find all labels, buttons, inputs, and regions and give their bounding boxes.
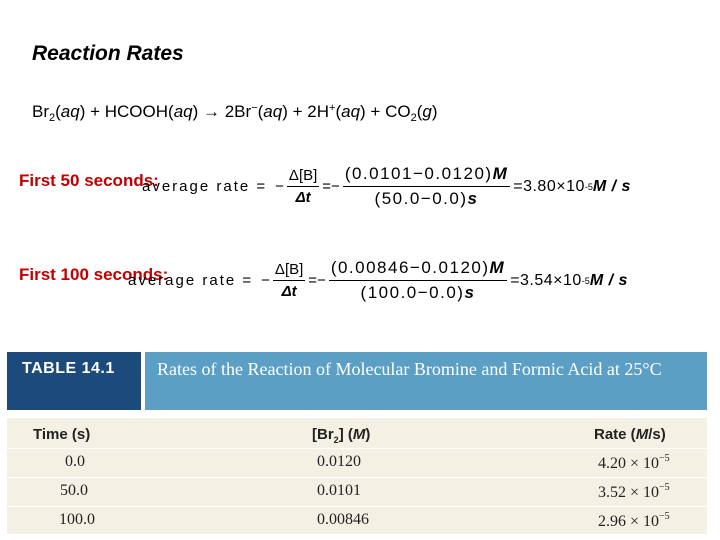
reaction-segment: 2 xyxy=(49,112,56,124)
result: =3.80×10 xyxy=(513,177,585,195)
reaction-segment: Br xyxy=(32,102,49,121)
header-br2: [Br2] (M) xyxy=(312,426,371,445)
rate-equation-50: average rate = − Δ[B] Δt =− (0.0101−0.012… xyxy=(142,164,631,209)
cell-br2: 0.00846 xyxy=(317,511,369,528)
data-table: Time (s) [Br2] (M) Rate (M/s) 0.0 0.0120… xyxy=(7,418,707,534)
value-fraction: (0.0101−0.0120)M (50.0−0.0)s xyxy=(342,164,511,209)
reaction-equation: Br2(aq) + HCOOH(aq) → 2Br−(aq) + 2H+(aq)… xyxy=(32,102,438,124)
table-row: 50.0 0.0101 3.52 × 10−5 xyxy=(7,477,707,506)
rate-equation-100: average rate = − Δ[B] Δt =− (0.00846−0.01… xyxy=(128,258,628,303)
table-caption: Rates of the Reaction of Molecular Bromi… xyxy=(157,359,662,379)
exponent: -5 xyxy=(581,275,590,286)
reaction-segment: ) xyxy=(431,102,438,121)
table-number: TABLE 14.1 xyxy=(22,360,115,377)
reaction-segment: aq xyxy=(60,102,80,121)
cell-time: 100.0 xyxy=(59,511,95,528)
result-unit: M / s xyxy=(589,271,628,289)
reaction-segment: aq xyxy=(341,102,361,121)
delta-fraction: Δ[B] Δt xyxy=(286,167,320,206)
reaction-segment: ) → 2Br xyxy=(192,102,252,121)
prefix: average rate = xyxy=(128,272,254,289)
slide-title: Reaction Rates xyxy=(32,42,184,65)
result: =3.54×10 xyxy=(510,271,582,289)
reaction-segment: aq xyxy=(263,102,283,121)
unit: M xyxy=(489,258,506,277)
minus: − xyxy=(261,272,270,289)
reaction-segment: ) + 2H xyxy=(282,102,329,121)
header-rate: Rate (M/s) xyxy=(594,426,666,443)
numerator: Δ[B] xyxy=(272,261,306,281)
value-fraction: (0.00846−0.0120)M (100.0−0.0)s xyxy=(328,258,508,303)
cell-br2: 0.0101 xyxy=(317,482,361,499)
reaction-segment: ) + CO xyxy=(360,102,411,121)
reaction-segment: ) + HCOOH( xyxy=(79,102,174,121)
reaction-segment: aq xyxy=(173,102,193,121)
result-unit: M / s xyxy=(592,177,631,195)
table-caption-cell: Rates of the Reaction of Molecular Bromi… xyxy=(145,352,707,410)
cell-rate: 4.20 × 10−5 xyxy=(598,453,670,472)
reaction-segment: + xyxy=(329,102,336,114)
table-row: 0.0 0.0120 4.20 × 10−5 xyxy=(7,448,707,477)
exponent: -5 xyxy=(584,181,593,192)
equals-minus: =− xyxy=(308,272,326,289)
label-first-50: First 50 seconds: xyxy=(19,171,159,190)
cell-rate: 2.96 × 10−5 xyxy=(598,511,670,530)
cell-time: 0.0 xyxy=(65,453,85,470)
cell-time: 50.0 xyxy=(60,482,88,499)
equals-minus: =− xyxy=(322,178,340,195)
unit: s xyxy=(467,189,479,208)
reaction-segment: ( xyxy=(257,102,264,121)
numerator: (0.0101−0.0120) xyxy=(344,164,493,183)
header-time: Time (s) xyxy=(33,426,91,443)
denominator: (100.0−0.0) xyxy=(360,283,465,302)
table-number-cell: TABLE 14.1 xyxy=(7,352,141,410)
unit: s xyxy=(464,283,476,302)
reaction-segment: 2 xyxy=(410,112,417,124)
numerator: (0.00846−0.0120) xyxy=(330,258,490,277)
label-first-100: First 100 seconds: xyxy=(19,265,169,284)
table-row: 100.0 0.00846 2.96 × 10−5 xyxy=(7,506,707,535)
reaction-segment: ( xyxy=(416,102,423,121)
table-header-row: Time (s) [Br2] (M) Rate (M/s) xyxy=(7,418,707,448)
reaction-segment: ( xyxy=(335,102,342,121)
denominator: Δt xyxy=(295,189,311,206)
cell-br2: 0.0120 xyxy=(317,453,361,470)
cell-rate: 3.52 × 10−5 xyxy=(598,482,670,501)
reaction-segment: g xyxy=(422,102,432,121)
delta-fraction: Δ[B] Δt xyxy=(272,261,306,300)
reaction-segment: − xyxy=(251,102,258,114)
minus: − xyxy=(275,178,284,195)
reaction-segment: ( xyxy=(55,102,61,121)
numerator: Δ[B] xyxy=(286,167,320,187)
unit: M xyxy=(492,164,509,183)
prefix: average rate = xyxy=(142,178,268,195)
denominator: Δt xyxy=(281,283,297,300)
denominator: (50.0−0.0) xyxy=(374,189,468,208)
